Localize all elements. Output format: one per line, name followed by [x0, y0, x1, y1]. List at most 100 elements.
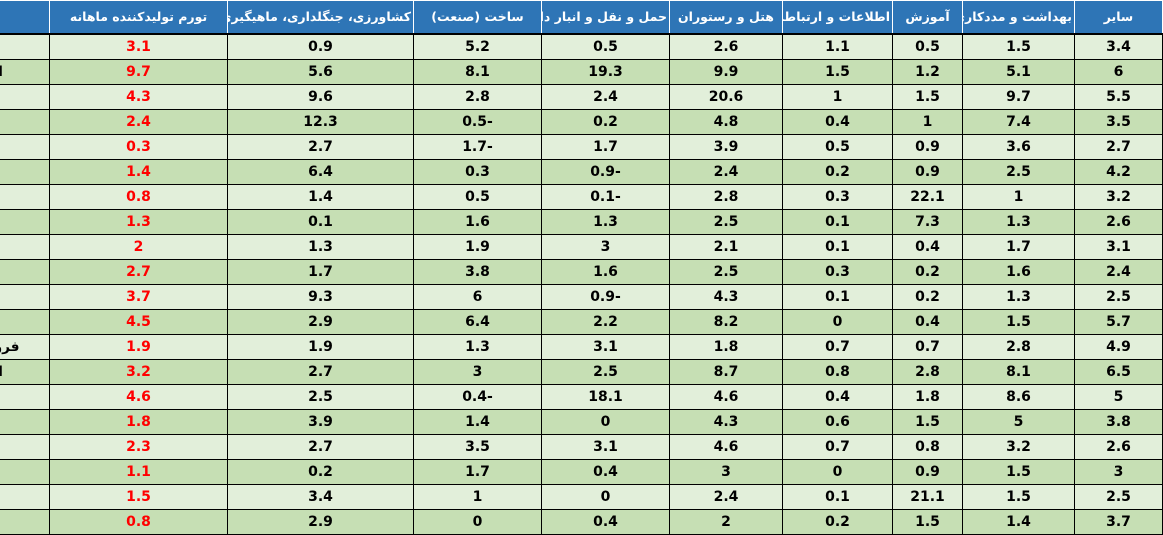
column-header-edu[interactable]: آموزش: [892, 0, 963, 35]
cell-agri: 2.7: [227, 434, 414, 460]
cell-info: 1.1: [782, 33, 893, 60]
cell-health: 1.4: [962, 509, 1075, 535]
table-row: 2.41.60.20.32.51.63.81.72.7دی: [0, 259, 1163, 285]
cell-agri: 1.7: [227, 259, 414, 285]
cell-ppi: 3.1: [49, 33, 228, 60]
cell-health: 8.6: [962, 384, 1075, 410]
cell-period: اسفند: [0, 309, 50, 335]
cell-ppi: 1.8: [49, 409, 228, 435]
cell-other: 3.4: [1074, 33, 1163, 60]
cell-edu: 7.3: [892, 209, 963, 235]
cell-ppi: 0.3: [49, 134, 228, 160]
cell-transp: -0.9: [541, 284, 670, 310]
cell-info: 0.1: [782, 209, 893, 235]
cell-manuf: 0: [413, 509, 542, 535]
cell-period: فروردین 1402: [0, 334, 50, 360]
cell-period: شهریور: [0, 159, 50, 185]
cell-hotel: 2.6: [669, 33, 783, 60]
cell-other: 2.5: [1074, 484, 1163, 510]
cell-hotel: 3.9: [669, 134, 783, 160]
cell-health: 3.6: [962, 134, 1075, 160]
cell-transp: 3: [541, 234, 670, 260]
cell-manuf: 3: [413, 359, 542, 385]
cell-health: 1.3: [962, 209, 1075, 235]
table-header-row: سایر بهداشت و مددکاری آموزش اطلاعات و ارتبا…: [0, 0, 1163, 35]
cell-transp: 18.1: [541, 384, 670, 410]
cell-hotel: 20.6: [669, 84, 783, 110]
table-header: سایر بهداشت و مددکاری آموزش اطلاعات و ارتبا…: [0, 0, 1163, 35]
cell-health: 1.5: [962, 459, 1075, 485]
table-row: 58.61.80.44.618.1-0.42.54.6خرداد: [0, 384, 1163, 410]
cell-health: 1.6: [962, 259, 1075, 285]
cell-agri: 0.1: [227, 209, 414, 235]
column-header-agri[interactable]: کشاورزی، جنگلداری، ماهیگیری: [227, 0, 414, 35]
cell-agri: 0.9: [227, 33, 414, 60]
cell-agri: 3.4: [227, 484, 414, 510]
cell-ppi: 2: [49, 234, 228, 260]
cell-info: 1: [782, 84, 893, 110]
cell-ppi: 4.5: [49, 309, 228, 335]
cell-manuf: 5.2: [413, 33, 542, 60]
cell-other: 2.7: [1074, 134, 1163, 160]
cell-hotel: 2.4: [669, 159, 783, 185]
table-row: 2.61.37.30.12.51.31.60.11.3آبان: [0, 209, 1163, 235]
cell-edu: 0.8: [892, 434, 963, 460]
cell-manuf: -0.4: [413, 384, 542, 410]
cell-transp: 0.4: [541, 509, 670, 535]
cell-period: فروردین: [0, 33, 50, 60]
cell-info: 0.7: [782, 434, 893, 460]
cell-hotel: 8.2: [669, 309, 783, 335]
cell-manuf: 1: [413, 484, 542, 510]
column-header-health[interactable]: بهداشت و مددکاری: [962, 0, 1075, 35]
cell-edu: 1.8: [892, 384, 963, 410]
column-header-info[interactable]: اطلاعات و ارتباطات: [782, 0, 893, 35]
table-row: 3.57.410.44.80.2-0.512.32.4تیر: [0, 109, 1163, 135]
column-header-transp[interactable]: حمل و نقل و انبار داری: [541, 0, 670, 35]
column-header-ppi[interactable]: تورم تولیدکننده ماهانه: [49, 0, 228, 35]
cell-ppi: 0.8: [49, 184, 228, 210]
cell-period: آبان: [0, 509, 50, 535]
cell-other: 4.2: [1074, 159, 1163, 185]
cell-other: 2.6: [1074, 434, 1163, 460]
table-row: 6.58.12.80.88.72.532.73.2اردیبهشت: [0, 359, 1163, 385]
cell-manuf: 3.8: [413, 259, 542, 285]
cell-other: 5.5: [1074, 84, 1163, 110]
cell-hotel: 2.8: [669, 184, 783, 210]
column-header-period[interactable]: دوره: [0, 0, 50, 35]
cell-agri: 12.3: [227, 109, 414, 135]
table-row: 4.92.80.70.71.83.11.31.91.9فروردین 1402: [0, 334, 1163, 360]
cell-other: 3.8: [1074, 409, 1163, 435]
cell-transp: 0.2: [541, 109, 670, 135]
cell-edu: 1: [892, 109, 963, 135]
column-header-other[interactable]: سایر: [1074, 0, 1163, 35]
cell-edu: 21.1: [892, 484, 963, 510]
cell-agri: 9.6: [227, 84, 414, 110]
column-header-manuf[interactable]: ساخت (صنعت): [413, 0, 542, 35]
cell-period: دی: [0, 259, 50, 285]
cell-ppi: 4.3: [49, 84, 228, 110]
cell-ppi: 1.3: [49, 209, 228, 235]
cell-period: اردیبهشت: [0, 59, 50, 85]
cell-transp: 19.3: [541, 59, 670, 85]
cell-health: 2.5: [962, 159, 1075, 185]
cell-manuf: -0.5: [413, 109, 542, 135]
cell-edu: 0.9: [892, 459, 963, 485]
cell-agri: 5.6: [227, 59, 414, 85]
cell-ppi: 3.7: [49, 284, 228, 310]
cell-hotel: 9.9: [669, 59, 783, 85]
cell-info: 1.5: [782, 59, 893, 85]
cell-edu: 0.2: [892, 284, 963, 310]
cell-health: 7.4: [962, 109, 1075, 135]
cell-period: تیر: [0, 409, 50, 435]
cell-manuf: 1.3: [413, 334, 542, 360]
table-row: 3.851.50.64.301.43.91.8تیر: [0, 409, 1163, 435]
column-header-hotel[interactable]: هتل و رستوران: [669, 0, 783, 35]
cell-transp: 2.4: [541, 84, 670, 110]
cell-period: خرداد: [0, 384, 50, 410]
cell-hotel: 2: [669, 509, 783, 535]
cell-edu: 1.5: [892, 509, 963, 535]
cell-agri: 2.9: [227, 309, 414, 335]
cell-other: 5.7: [1074, 309, 1163, 335]
